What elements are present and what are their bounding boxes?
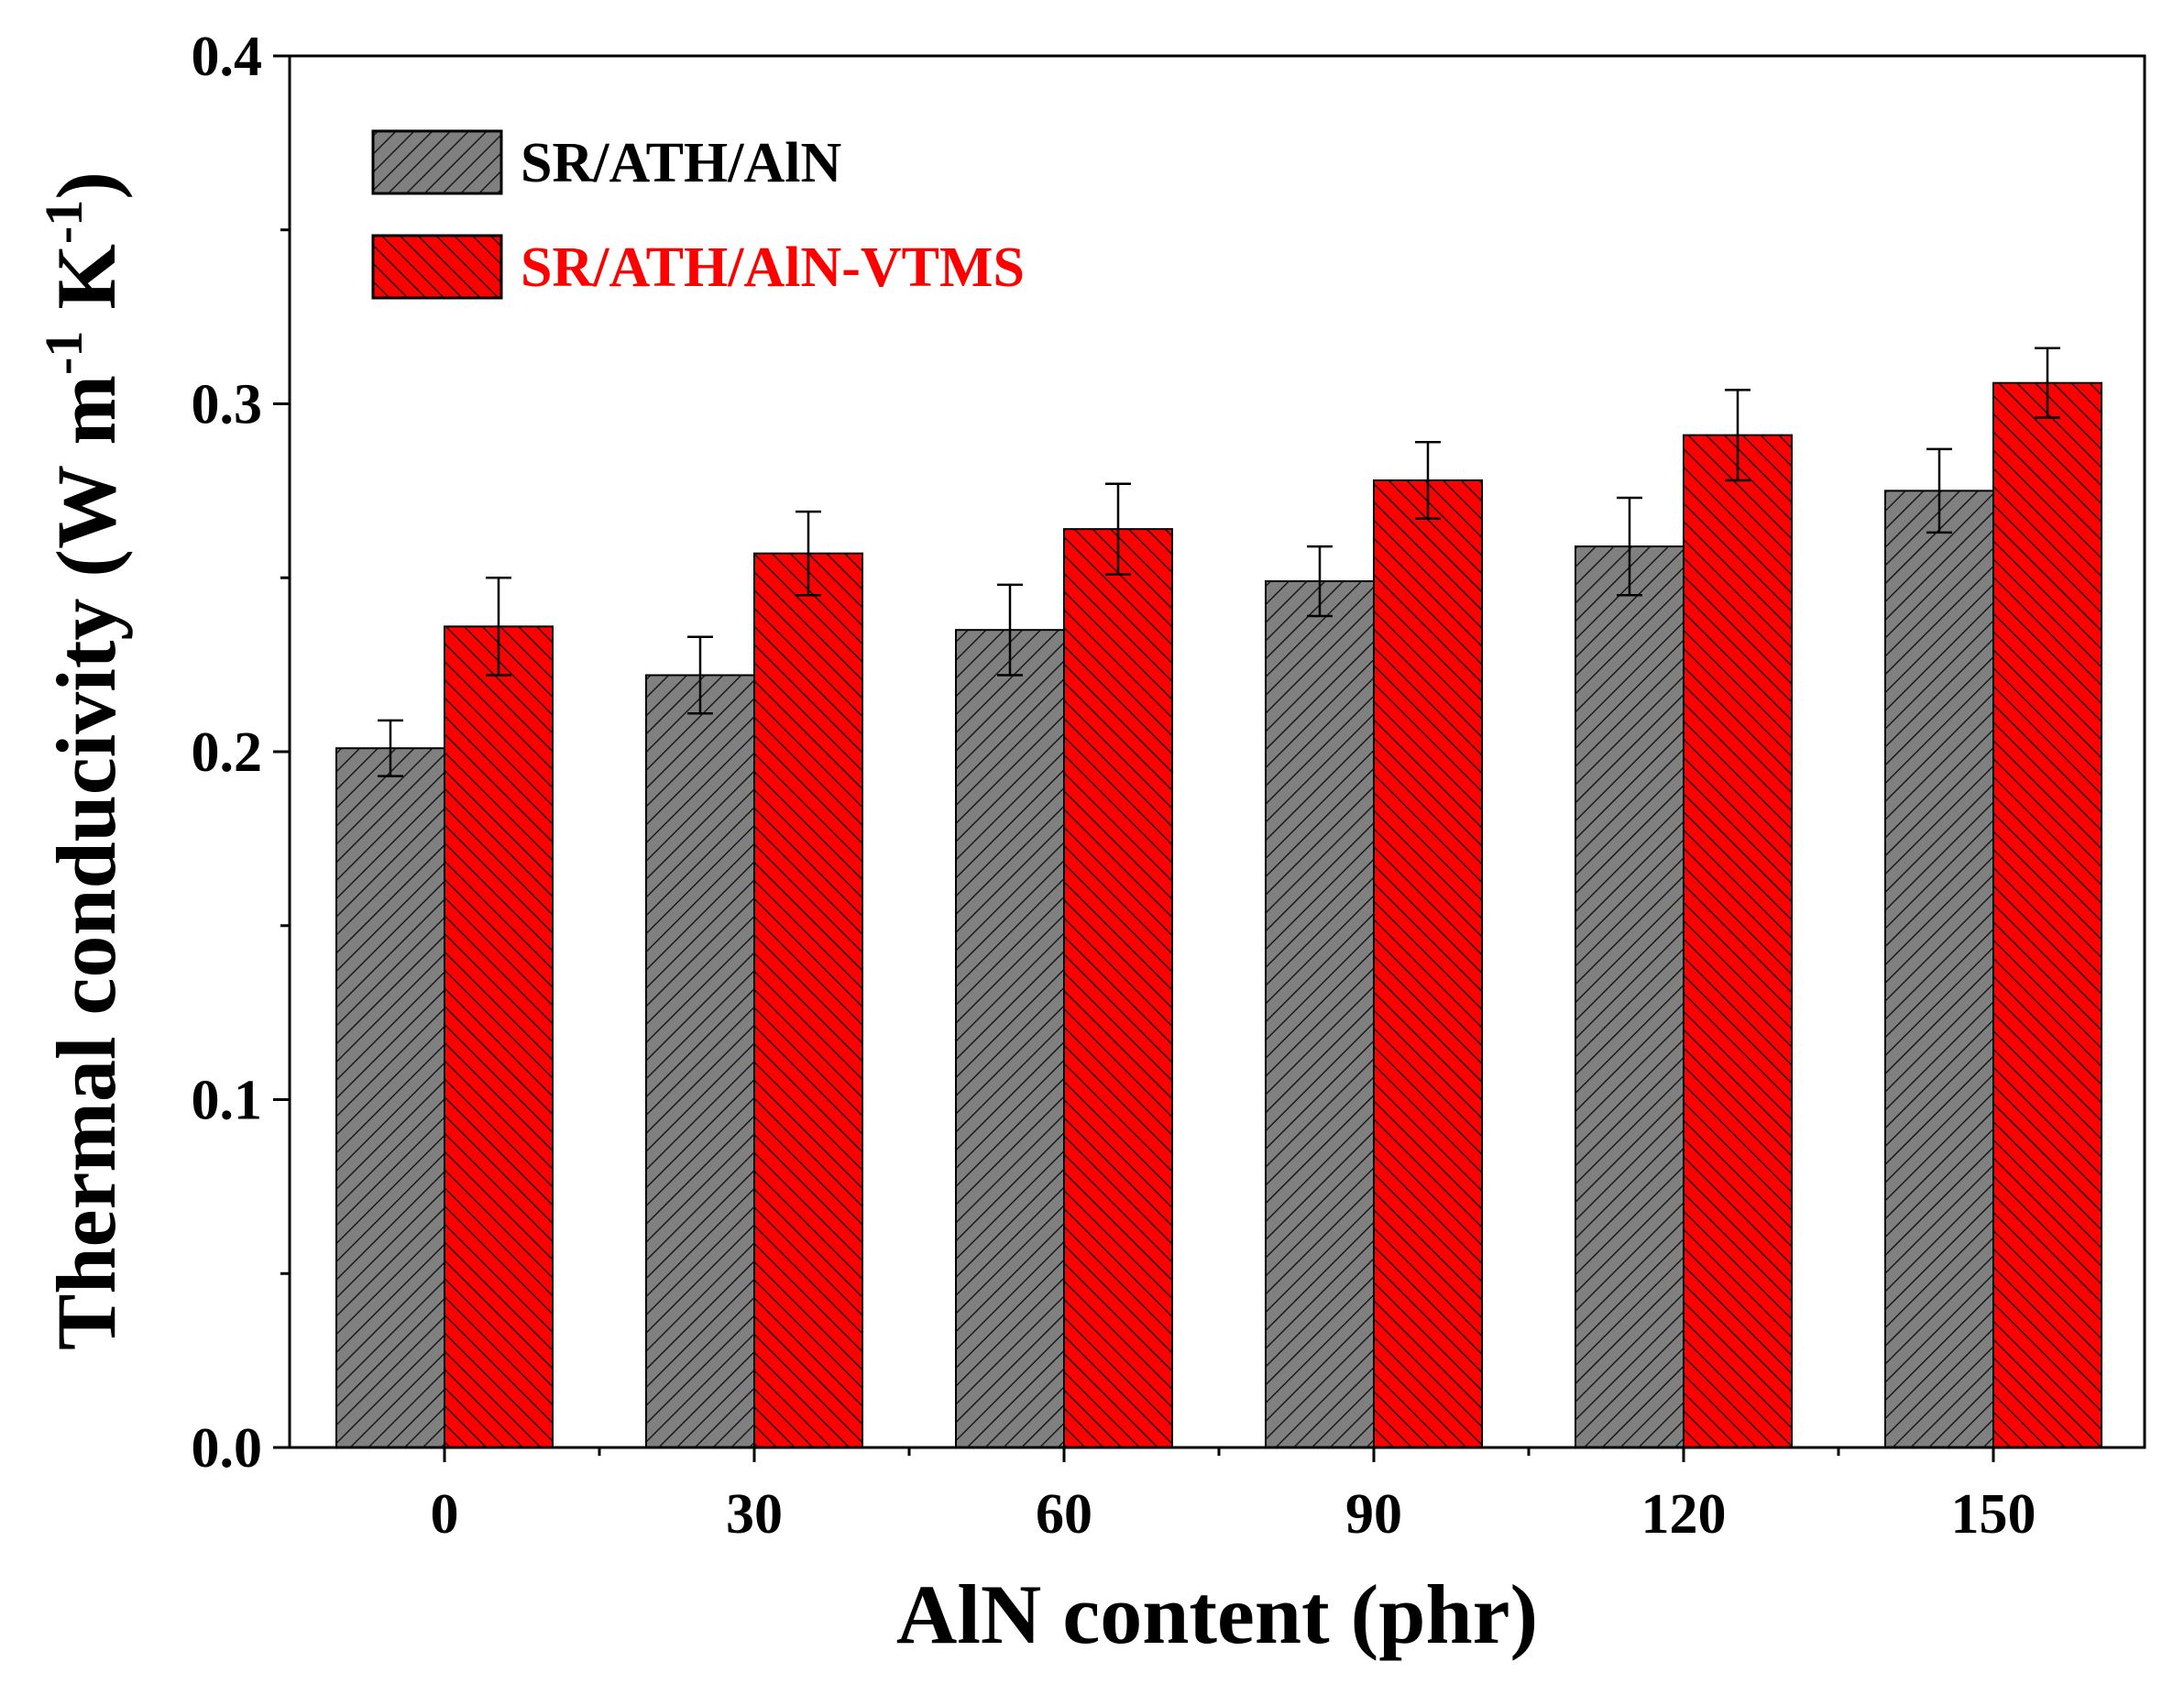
- bar-sr-ath-aln-120: [1575, 545, 1685, 1448]
- bar-sr-ath-aln-vtms-90: [1373, 479, 1483, 1448]
- bar-sr-ath-aln-90: [1265, 580, 1375, 1448]
- error-bar-sr-ath-aln-vtms-90: [1415, 440, 1441, 520]
- x-tick-label-60: 60: [1036, 1483, 1092, 1546]
- error-bar-sr-ath-aln-60: [997, 583, 1023, 677]
- y-axis-label-sup1: -1: [34, 331, 93, 375]
- y-axis-label-mid: K: [39, 244, 133, 331]
- y-axis-label-end: ): [39, 171, 133, 200]
- error-bar-sr-ath-aln-30: [687, 635, 713, 715]
- bar-sr-ath-aln-vtms-150: [1992, 381, 2102, 1449]
- y-tick-label-0.2: 0.2: [192, 721, 263, 784]
- bar-sr-ath-aln-0: [335, 747, 445, 1448]
- y-tick-label-0.1: 0.1: [192, 1070, 263, 1132]
- error-bar-sr-ath-aln-120: [1617, 496, 1642, 597]
- bars-layer: [335, 381, 2102, 1449]
- bar-sr-ath-aln-vtms-120: [1683, 434, 1793, 1448]
- error-bar-sr-ath-aln-150: [1926, 447, 1952, 534]
- error-bar-sr-ath-aln-90: [1307, 545, 1333, 618]
- bar-sr-ath-aln-vtms-60: [1063, 528, 1173, 1448]
- y-axis-label-sup2: -1: [34, 200, 93, 244]
- error-bar-sr-ath-aln-vtms-30: [796, 510, 821, 597]
- error-bars-layer: [378, 347, 2060, 777]
- legend: SR/ATH/AlN SR/ATH/AlN-VTMS: [371, 129, 1025, 300]
- x-tick-label-30: 30: [726, 1483, 783, 1546]
- y-tick-label-0.4: 0.4: [192, 26, 263, 88]
- legend-label-sr-ath-aln: SR/ATH/AlN: [521, 132, 841, 194]
- y-axis-label-main: Thermal conducivity (W m: [39, 375, 133, 1350]
- error-bar-sr-ath-aln-vtms-120: [1725, 389, 1750, 482]
- ticks-layer: [273, 54, 1995, 1462]
- bar-sr-ath-aln-150: [1884, 490, 1994, 1448]
- error-bar-sr-ath-aln-vtms-0: [486, 577, 511, 677]
- bar-sr-ath-aln-30: [645, 674, 755, 1448]
- legend-swatch-sr-ath-aln-vtms: [371, 234, 503, 300]
- x-tick-label-120: 120: [1641, 1483, 1727, 1546]
- legend-swatch-sr-ath-aln: [371, 129, 503, 195]
- legend-label-sr-ath-aln-vtms: SR/ATH/AlN-VTMS: [521, 237, 1025, 299]
- y-axis-label: Thermal conducivity (W m-1 K-1): [34, 171, 133, 1350]
- y-tick-labels: 0.0 0.1 0.2 0.3 0.4: [192, 26, 263, 1480]
- error-bar-sr-ath-aln-vtms-60: [1105, 482, 1131, 576]
- x-tick-label-0: 0: [431, 1483, 459, 1546]
- bar-sr-ath-aln-60: [955, 629, 1065, 1448]
- error-bar-sr-ath-aln-0: [378, 719, 403, 777]
- y-tick-label-0.3: 0.3: [192, 374, 263, 436]
- bar-sr-ath-aln-vtms-0: [444, 625, 554, 1448]
- y-tick-label-0.0: 0.0: [192, 1417, 263, 1480]
- bar-sr-ath-aln-vtms-30: [753, 552, 863, 1448]
- error-bar-sr-ath-aln-vtms-150: [2035, 347, 2060, 419]
- x-tick-label-90: 90: [1345, 1483, 1402, 1546]
- x-tick-label-150: 150: [1951, 1483, 2036, 1546]
- x-tick-labels: 0 30 60 90 120 150: [431, 1483, 2036, 1546]
- x-axis-label: AlN content (phr): [896, 1568, 1538, 1661]
